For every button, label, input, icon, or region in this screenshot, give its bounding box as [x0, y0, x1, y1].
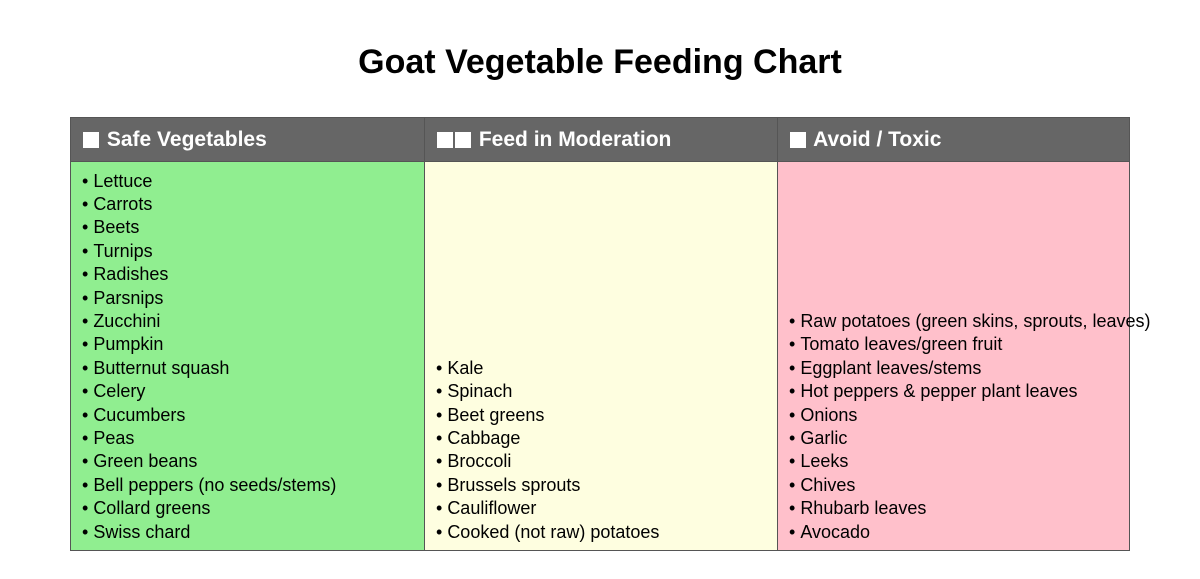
- list-item: Eggplant leaves/stems: [789, 357, 1129, 380]
- list-item: Lettuce: [82, 170, 424, 193]
- list-item: Zucchini: [82, 310, 424, 333]
- avoid-toxic-header: Avoid / Toxic: [778, 118, 1129, 162]
- list-item: Chives: [789, 474, 1129, 497]
- moderation-header: Feed in Moderation: [425, 118, 777, 162]
- list-item: Cabbage: [436, 427, 777, 450]
- list-item: Raw potatoes (green skins, sprouts, leav…: [789, 310, 1150, 333]
- avoid-toxic-header-label: Avoid / Toxic: [813, 128, 942, 151]
- list-item: Avocado: [789, 521, 1129, 544]
- list-item: Beets: [82, 216, 424, 239]
- list-item: Beet greens: [436, 404, 777, 427]
- feeding-chart-table: Safe Vegetables LettuceCarrotsBeetsTurni…: [70, 117, 1150, 551]
- white-square-icon: [790, 132, 806, 148]
- white-square-icon: [455, 132, 471, 148]
- safe-vegetables-column: Safe Vegetables LettuceCarrotsBeetsTurni…: [71, 118, 424, 550]
- list-item: Tomato leaves/green fruit: [789, 333, 1129, 356]
- list-item: Hot peppers & pepper plant leaves: [789, 380, 1129, 403]
- list-item: Kale: [436, 357, 777, 380]
- list-item: Peas: [82, 427, 424, 450]
- moderation-column: Feed in Moderation KaleSpinachBeet green…: [424, 118, 777, 550]
- list-item: Radishes: [82, 263, 424, 286]
- list-item: Swiss chard: [82, 521, 424, 544]
- list-item: Leeks: [789, 450, 1129, 473]
- list-item: Butternut squash: [82, 357, 424, 380]
- list-item: Bell peppers (no seeds/stems): [82, 474, 424, 497]
- list-item: Turnips: [82, 240, 424, 263]
- list-item: Spinach: [436, 380, 777, 403]
- page-title: Goat Vegetable Feeding Chart: [358, 43, 842, 81]
- list-item: Rhubarb leaves: [789, 497, 1129, 520]
- white-square-icon: [83, 132, 99, 148]
- list-item: Onions: [789, 404, 1129, 427]
- moderation-list: KaleSpinachBeet greensCabbageBroccoliBru…: [425, 357, 777, 544]
- avoid-toxic-column: Avoid / Toxic Raw potatoes (green skins,…: [777, 118, 1150, 550]
- list-item: Broccoli: [436, 450, 777, 473]
- list-item: Garlic: [789, 427, 1129, 450]
- list-item: Collard greens: [82, 497, 424, 520]
- white-square-icon: [437, 132, 453, 148]
- list-item: Parsnips: [82, 287, 424, 310]
- safe-vegetables-header-label: Safe Vegetables: [106, 128, 267, 151]
- list-item: Green beans: [82, 450, 424, 473]
- moderation-header-label: Feed in Moderation: [478, 128, 672, 151]
- list-item: Carrots: [82, 193, 424, 216]
- list-item: Brussels sprouts: [436, 474, 777, 497]
- avoid-toxic-list: Raw potatoes (green skins, sprouts, leav…: [778, 310, 1150, 544]
- safe-vegetables-header: Safe Vegetables: [71, 118, 424, 162]
- list-item: Celery: [82, 380, 424, 403]
- list-item: Pumpkin: [82, 333, 424, 356]
- list-item: Cauliflower: [436, 497, 777, 520]
- safe-vegetables-list: LettuceCarrotsBeetsTurnipsRadishesParsni…: [71, 170, 424, 545]
- list-item: Cucumbers: [82, 404, 424, 427]
- list-item: Cooked (not raw) potatoes: [436, 521, 777, 544]
